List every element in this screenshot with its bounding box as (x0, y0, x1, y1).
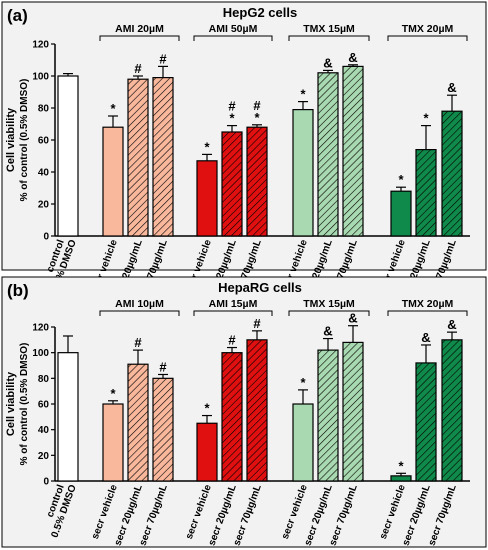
y-tick-label: 20 (38, 451, 50, 462)
significance-marker: * (204, 139, 210, 154)
y-axis-sublabel: % of control (0.5% DMSO) (19, 343, 30, 466)
bar (57, 352, 79, 482)
bar (127, 78, 149, 237)
group-label: AMI 15µM (209, 298, 258, 310)
bar (390, 475, 412, 482)
bar (102, 403, 124, 482)
bar (57, 75, 79, 237)
y-axis-sublabel: % of control (0.5% DMSO) (19, 79, 30, 202)
y-tick-label: 120 (32, 40, 49, 51)
significance-marker: * (423, 111, 429, 126)
bar (221, 131, 243, 237)
bar (317, 349, 339, 482)
significance-marker: & (421, 330, 430, 345)
y-tick-label: 60 (38, 400, 50, 411)
y-tick-label: 40 (38, 425, 50, 436)
y-tick-label: 80 (38, 104, 50, 115)
y-tick-label: 100 (32, 72, 49, 83)
significance-marker: # (253, 316, 261, 331)
chart-title: HepaRG cells (218, 280, 302, 295)
group-label: TMX 20µM (402, 23, 454, 35)
bar (342, 341, 364, 482)
bar (292, 108, 314, 237)
bar (152, 76, 174, 237)
significance-marker: # (159, 51, 167, 66)
bar (441, 110, 463, 237)
group-bracket (288, 310, 370, 316)
group-label: AMI 10µM (115, 298, 164, 310)
y-tick-label: 80 (38, 374, 50, 385)
significance-marker: # (228, 333, 236, 348)
group-bracket (387, 310, 468, 316)
group-bracket (288, 35, 370, 41)
y-tick-label: 120 (32, 323, 49, 334)
y-tick-label: 0 (43, 477, 49, 488)
significance-marker: * (300, 87, 306, 102)
significance-marker: # (159, 359, 167, 374)
group-bracket (387, 35, 468, 41)
significance-marker: * (229, 111, 235, 126)
y-tick-label: 60 (38, 136, 50, 147)
significance-marker: & (447, 80, 456, 95)
significance-marker: * (110, 101, 116, 116)
bar (441, 339, 463, 482)
significance-marker: # (134, 61, 142, 76)
y-tick-label: 100 (32, 348, 49, 359)
bar (415, 362, 437, 482)
group-label: TMX 15µM (303, 298, 355, 310)
bar (221, 352, 243, 482)
panel-label: (a) (7, 6, 28, 25)
group-bracket (99, 310, 180, 316)
group-label: TMX 20µM (402, 298, 454, 310)
y-axis-label: Cell viability (5, 371, 17, 436)
bar (317, 72, 339, 237)
y-tick-label: 40 (38, 168, 50, 179)
panel-a: (a) HepG2 cells Cell viability% of control… (1, 1, 487, 302)
significance-marker: & (447, 317, 456, 332)
panel-label: (b) (7, 281, 29, 300)
group-bracket (193, 35, 273, 41)
significance-marker: * (300, 375, 306, 390)
group-bracket (99, 35, 180, 41)
significance-marker: # (253, 98, 261, 113)
significance-marker: * (204, 401, 210, 416)
group-bracket (193, 310, 273, 316)
bar (127, 363, 149, 482)
bar (390, 190, 412, 237)
group-label: TMX 15µM (303, 23, 355, 35)
group-label: AMI 20µM (115, 23, 164, 35)
bar (196, 422, 218, 482)
significance-marker: # (134, 335, 142, 350)
bar (196, 160, 218, 237)
significance-marker: & (348, 311, 357, 326)
bar (292, 403, 314, 482)
panel-frame (1, 276, 487, 548)
bar (102, 126, 124, 237)
significance-marker: # (228, 99, 236, 114)
significance-marker: * (398, 458, 404, 473)
bar (246, 126, 268, 237)
significance-marker: & (323, 324, 332, 339)
chart-title: HepG2 cells (223, 5, 297, 20)
bar (415, 149, 437, 237)
group-label: AMI 50µM (209, 23, 258, 35)
y-tick-label: 20 (38, 200, 50, 211)
bar (342, 65, 364, 237)
significance-marker: * (398, 172, 404, 187)
y-tick-label: 0 (43, 232, 49, 243)
panel-b: (b) HepaRG cells Cell viability% of contro… (1, 276, 487, 548)
bar (246, 339, 268, 482)
bar (152, 377, 174, 482)
significance-marker: * (254, 110, 260, 125)
significance-marker: & (348, 50, 357, 65)
y-axis-label: Cell viability (5, 107, 17, 172)
significance-marker: * (110, 386, 116, 401)
significance-marker: & (323, 55, 332, 70)
